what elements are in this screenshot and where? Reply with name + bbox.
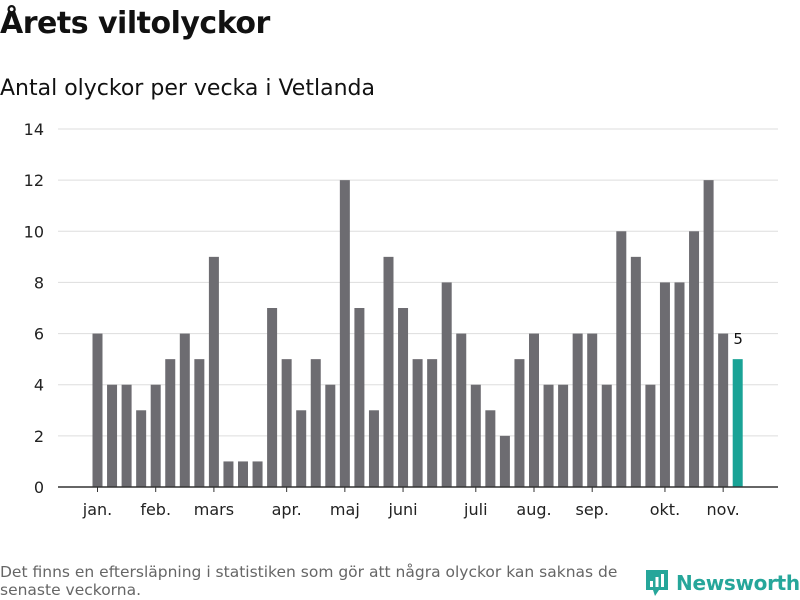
bar — [529, 333, 539, 487]
bar — [354, 308, 365, 487]
y-tick-label: 4 — [34, 376, 44, 395]
y-axis-ticks: 0 2 4 6 8 10 12 14 — [24, 120, 44, 497]
bar — [398, 308, 409, 487]
bar — [136, 410, 147, 487]
bar — [718, 333, 729, 487]
bar — [543, 384, 554, 487]
footnote: Det finns en eftersläpning i statistiken… — [0, 563, 618, 599]
bar — [456, 333, 467, 487]
x-tick-label: maj — [330, 500, 360, 519]
x-axis-ticks: jan. feb. mars apr. maj juni juli aug. sep. okt. n… — [82, 487, 740, 519]
data-label-current-week: 5 — [733, 330, 743, 348]
bar — [339, 180, 350, 487]
y-tick-label: 8 — [34, 273, 44, 292]
bar — [223, 461, 234, 487]
bar — [412, 359, 423, 487]
bar — [572, 333, 583, 487]
x-tick-label: okt. — [650, 500, 680, 519]
x-tick-label: jan. — [82, 500, 112, 519]
bar — [587, 333, 598, 487]
newsworthy-logo-icon — [646, 570, 668, 596]
grid-lines — [58, 128, 778, 437]
chart-subtitle: Antal olyckor per vecka i Vetlanda — [0, 76, 375, 101]
bar-chart: 0 2 4 6 8 10 12 14 jan. feb. mars apr. maj juni juli a… — [24, 120, 778, 519]
data-labels: 5 — [733, 330, 743, 348]
bar — [194, 359, 205, 487]
y-tick-label: 2 — [34, 427, 44, 446]
bar — [499, 435, 510, 487]
bar — [645, 384, 656, 487]
bar — [616, 231, 627, 487]
bar — [427, 359, 438, 487]
x-tick-label: sep. — [575, 500, 608, 519]
bar — [281, 359, 292, 487]
bar — [310, 359, 321, 487]
bar — [165, 359, 176, 487]
bar — [485, 410, 496, 487]
bar — [514, 359, 525, 487]
bar — [601, 384, 612, 487]
bar — [689, 231, 700, 487]
bar — [325, 384, 336, 487]
x-tick-label: feb. — [140, 500, 171, 519]
bar — [659, 282, 670, 487]
bar — [252, 461, 263, 487]
chart-title: Årets viltolyckor — [0, 6, 270, 41]
y-tick-label: 14 — [24, 120, 44, 139]
x-tick-label: nov. — [707, 500, 740, 519]
bar — [121, 384, 132, 487]
x-tick-label: juni — [387, 500, 417, 519]
bar — [368, 410, 379, 487]
x-tick-label: aug. — [516, 500, 551, 519]
bar — [470, 384, 481, 487]
bar-current-week — [732, 359, 743, 487]
bar — [179, 333, 190, 487]
bar — [150, 384, 161, 487]
x-tick-label: juli — [463, 500, 487, 519]
x-tick-label: apr. — [272, 500, 302, 519]
bar — [630, 256, 641, 487]
y-tick-label: 6 — [34, 325, 44, 344]
bar — [267, 308, 278, 487]
y-tick-label: 12 — [24, 171, 44, 190]
bar — [238, 461, 248, 487]
bar — [674, 282, 685, 487]
bar — [383, 256, 394, 487]
brand-logo[interactable]: Newsworthy — [644, 568, 800, 598]
bar — [208, 256, 219, 487]
bar — [558, 384, 569, 487]
bar — [92, 333, 103, 487]
y-tick-label: 10 — [24, 222, 44, 241]
bar — [296, 410, 307, 487]
bars — [92, 180, 743, 487]
bar — [703, 180, 714, 487]
bar — [107, 384, 118, 487]
y-tick-label: 0 — [34, 478, 44, 497]
bar — [441, 282, 452, 487]
brand-name: Newsworthy — [676, 571, 800, 595]
x-tick-label: mars — [194, 500, 234, 519]
